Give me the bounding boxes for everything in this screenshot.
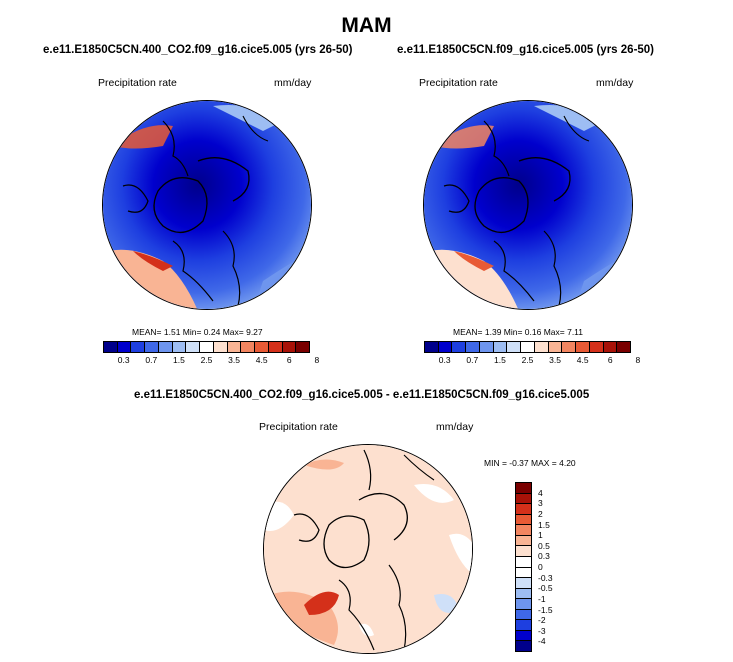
- panel3-colorbar-swatch: [516, 514, 531, 526]
- panel2-stats: MEAN= 1.39 Min= 0.16 Max= 7.11: [453, 327, 584, 337]
- panel1-polar-map: [102, 100, 312, 310]
- panel1-colorbar-swatch: [213, 342, 228, 352]
- panel1-colorbar-swatch: [227, 342, 242, 352]
- panel1-colorbar-swatch: [282, 342, 297, 352]
- panel1-colorbar-label: 2.5: [200, 355, 213, 365]
- panel3-colorbar-swatch: [516, 641, 531, 651]
- panel3-colorbar-swatch: [516, 535, 531, 547]
- panel2-colorbar-label: 4.5: [576, 355, 589, 365]
- panel1-colorbar-swatch: [200, 342, 214, 352]
- panel3-colorbar-label: -4: [538, 636, 546, 647]
- panel1-units-label: mm/day: [274, 77, 312, 89]
- panel2-colorbar-swatch: [548, 342, 563, 352]
- panel2-colorbar-label: 0.7: [466, 355, 479, 365]
- panel3-colorbar-swatch: [516, 556, 531, 568]
- panel3-colorbar-label: -1: [538, 593, 546, 604]
- panel2-colorbar-swatch: [521, 342, 535, 352]
- panel2-colorbar-swatch: [438, 342, 453, 352]
- panel2-polar-map: [423, 100, 633, 310]
- panel2-colorbar-swatch: [425, 342, 439, 352]
- panel3-colorbar-label: -1.5: [538, 604, 553, 615]
- panel1-title: e.e11.E1850C5CN.400_CO2.f09_g16.cice5.00…: [43, 44, 353, 56]
- panel2-variable-label: Precipitation rate: [419, 77, 498, 89]
- panel1-colorbar-swatch: [172, 342, 187, 352]
- panel1-colorbar-label: 1.5: [172, 355, 185, 365]
- panel2-colorbar-swatch: [617, 342, 631, 352]
- panel2-colorbar-label: 3.5: [549, 355, 562, 365]
- panel1-colorbar-swatch: [158, 342, 173, 352]
- panel3-colorbar-label: -3: [538, 625, 546, 636]
- panel3-colorbar-label: -2: [538, 615, 546, 626]
- panel1-colorbar-swatch: [131, 342, 146, 352]
- panel3-colorbar-label: 2: [538, 508, 543, 519]
- panel3-colorbar: [515, 482, 532, 652]
- panel2-colorbar: [424, 341, 631, 353]
- panel2-colorbar-swatch: [479, 342, 494, 352]
- panel3-colorbar-swatch: [516, 525, 531, 536]
- panel3-polar-map: [263, 444, 473, 654]
- panel2-colorbar-label: 6: [607, 355, 613, 365]
- panel1-colorbar-label: 6: [286, 355, 292, 365]
- panel2-colorbar-swatch: [534, 342, 549, 352]
- panel2-units-label: mm/day: [596, 77, 634, 89]
- panel2-colorbar-swatch: [493, 342, 508, 352]
- panel3-colorbar-swatch: [516, 630, 531, 642]
- panel1-colorbar-label: 3.5: [228, 355, 241, 365]
- panel2-colorbar-swatch: [562, 342, 577, 352]
- panel3-colorbar-swatch: [516, 620, 531, 631]
- panel1-colorbar-swatch: [104, 342, 118, 352]
- panel3-variable-label: Precipitation rate: [259, 421, 338, 433]
- panel3-colorbar-swatch: [516, 609, 531, 621]
- panel1-colorbar-swatch: [186, 342, 201, 352]
- panel3-colorbar-swatch: [516, 578, 531, 589]
- panel1-colorbar-swatch: [255, 342, 269, 352]
- panel3-colorbar-label: 0.3: [538, 551, 550, 562]
- panel3-colorbar-label: 4: [538, 487, 543, 498]
- panel1-colorbar: [103, 341, 310, 353]
- panel2-title: e.e11.E1850C5CN.f09_g16.cice5.005 (yrs 2…: [397, 44, 655, 56]
- panel3-colorbar-label: 0.5: [538, 540, 550, 551]
- panel2-colorbar-label: 1.5: [493, 355, 506, 365]
- panel1-colorbar-swatch: [241, 342, 256, 352]
- panel3-colorbar-swatch: [516, 599, 531, 610]
- panel1-colorbar-label: 4.5: [255, 355, 268, 365]
- panel2-colorbar-label: 8: [635, 355, 641, 365]
- panel2-colorbar-label: 0.3: [438, 355, 451, 365]
- panel1-colorbar-label: 0.3: [117, 355, 130, 365]
- panel1-colorbar-swatch: [145, 342, 159, 352]
- panel1-colorbar-label: 0.7: [145, 355, 158, 365]
- panel2-colorbar-swatch: [507, 342, 522, 352]
- panel3-colorbar-label: 1.5: [538, 519, 550, 530]
- panel1-colorbar-swatch: [117, 342, 132, 352]
- panel2-colorbar-swatch: [466, 342, 480, 352]
- page-title: MAM: [341, 14, 392, 37]
- panel2-colorbar-swatch: [576, 342, 590, 352]
- panel3-title: e.e11.E1850C5CN.400_CO2.f09_g16.cice5.00…: [134, 389, 590, 401]
- panel3-colorbar-swatch: [516, 504, 531, 515]
- panel3-colorbar-swatch: [516, 483, 531, 494]
- panel2-colorbar-label: 2.5: [521, 355, 534, 365]
- panel3-colorbar-swatch: [516, 546, 531, 557]
- panel1-stats: MEAN= 1.51 Min= 0.24 Max= 9.27: [132, 327, 263, 337]
- panel3-colorbar-label: 1: [538, 530, 543, 541]
- panel3-colorbar-label: 3: [538, 498, 543, 509]
- panel3-stats: MIN = -0.37 MAX = 4.20: [484, 458, 576, 468]
- panel2-colorbar-swatch: [589, 342, 604, 352]
- panel3-colorbar-label: 0: [538, 562, 543, 572]
- panel3-colorbar-labels: 4 3 2 1.5 1 0.5 0.3 0 -0.3 -0.5 -1 -1.5 -2 -3 -4: [538, 482, 568, 652]
- panel3-colorbar-swatch: [516, 493, 531, 505]
- panel1-colorbar-labels: 0.3 0.7 1.5 2.5 3.5 4.5 6 8: [103, 355, 319, 367]
- panel1-colorbar-label: 8: [314, 355, 320, 365]
- panel3-colorbar-swatch: [516, 588, 531, 600]
- panel3-colorbar-label: -0.3: [538, 572, 553, 583]
- panel3-colorbar-swatch: [516, 567, 531, 579]
- panel2-colorbar-swatch: [452, 342, 467, 352]
- panel2-colorbar-labels: 0.3 0.7 1.5 2.5 3.5 4.5 6 8: [424, 355, 640, 367]
- panel1-colorbar-swatch: [296, 342, 310, 352]
- panel1-variable-label: Precipitation rate: [98, 77, 177, 89]
- panel1-colorbar-swatch: [268, 342, 283, 352]
- panel2-colorbar-swatch: [603, 342, 618, 352]
- panel3-colorbar-label: -0.5: [538, 583, 553, 594]
- panel3-units-label: mm/day: [436, 421, 474, 433]
